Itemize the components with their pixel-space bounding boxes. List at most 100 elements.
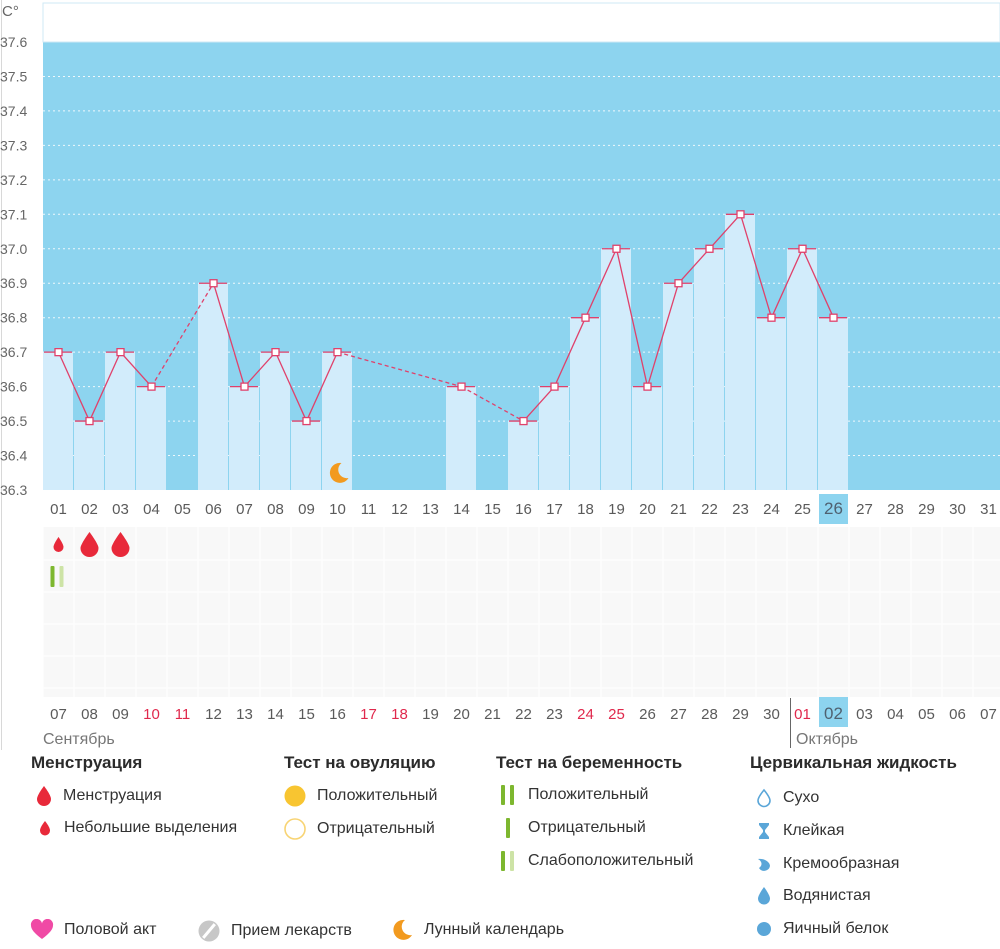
temperature-line-segment	[461, 386, 524, 422]
month-divider	[790, 698, 791, 748]
calendar-date-label: 03	[856, 706, 873, 723]
x-tick-label: 19	[608, 501, 625, 518]
x-tick-label: 10	[329, 501, 346, 518]
calendar-date-label: 22	[515, 706, 532, 723]
temperature-bar	[818, 317, 848, 490]
legend-item-cervical-dry[interactable]: Сухо	[755, 788, 819, 808]
legend-label: Положительный	[528, 786, 649, 803]
legend-label: Прием лекарств	[231, 922, 352, 939]
x-tick-label: 03	[112, 501, 129, 518]
legend-item-cervical-creamy[interactable]: Кремообразная	[755, 854, 899, 874]
drop-large-icon	[80, 532, 99, 557]
temperature-line	[57, 213, 835, 422]
y-tick-label: 37.3	[0, 137, 27, 153]
calendar-date-label: 18	[391, 706, 408, 723]
temperature-bar	[229, 386, 259, 490]
left-edge-line	[1, 0, 2, 750]
x-tick-label: 31	[980, 501, 997, 518]
temperature-line-segment	[709, 213, 741, 250]
temperature-bar	[632, 386, 662, 490]
temperature-bar	[74, 421, 104, 490]
x-tick-label: 14	[453, 501, 470, 518]
temperature-point	[736, 210, 745, 219]
temperature-bar	[663, 283, 693, 490]
temperature-bar	[446, 386, 476, 490]
temperature-line-segment	[584, 248, 618, 318]
legend-title-ovulation-test: Тест на овуляцию	[284, 753, 436, 772]
legend-label: Менструация	[63, 787, 162, 804]
temperature-point	[798, 244, 807, 253]
x-tick-label: 23	[732, 501, 749, 518]
circle-outline-orange-icon	[284, 818, 306, 840]
calendar-dates[interactable]: 07 08 09 10 11 12 13 14 15 16 17 18 19 20 21 22 23 24 25 26…	[50, 697, 997, 727]
temperature-bar	[539, 386, 569, 490]
x-tick-label: 07	[236, 501, 253, 518]
calendar-date-label: 13	[236, 706, 253, 723]
legend-item-cervical-watery[interactable]: Водянистая	[755, 886, 871, 906]
temperature-point	[612, 244, 621, 253]
x-tick-label: 17	[546, 501, 563, 518]
legend-item-medication[interactable]: Прием лекарств	[197, 919, 352, 943]
legend-item-pregnancy-positive[interactable]: Положительный	[498, 784, 648, 806]
legend-label: Положительный	[317, 787, 438, 804]
legend-item-cervical-sticky[interactable]: Клейкая	[755, 821, 844, 841]
temperature-point	[643, 382, 652, 391]
calendar-date-label: 07	[980, 706, 997, 723]
temperature-bar	[43, 352, 73, 490]
legend-item-spotting[interactable]: Небольшие выделения	[38, 819, 237, 837]
temperature-point	[116, 348, 125, 357]
legend-item-intercourse[interactable]: Половой акт	[30, 919, 156, 941]
x-tick-label: 21	[670, 501, 687, 518]
x-tick-label: 24	[763, 501, 780, 518]
y-tick-label: 36.8	[0, 310, 27, 326]
drop-small-icon	[53, 537, 64, 552]
y-tick-label: 37.4	[0, 103, 27, 119]
calendar-date-label: 10	[143, 706, 160, 723]
x-axis[interactable]: 01 02 03 04 05 06 07 08 09 10 11 12 13 14 15 16 17 18 19 20…	[50, 494, 997, 524]
temperature-point	[54, 348, 63, 357]
x-tick-label: 28	[887, 501, 904, 518]
month-label-september: Сентябрь	[43, 731, 115, 748]
moon-orange-icon	[393, 919, 412, 940]
two-bars-weak-green-icon	[501, 851, 514, 871]
temperature-line-segment	[120, 351, 152, 388]
y-tick-label: 36.5	[0, 413, 27, 429]
calendar-date-label: 23	[546, 706, 563, 723]
legend-label: Слабоположительный	[528, 852, 694, 869]
legend-item-ovulation-positive[interactable]: Положительный	[283, 784, 437, 808]
temperature-line-segment	[305, 351, 339, 422]
temperature-point	[333, 348, 342, 357]
heart-pink-icon	[30, 919, 54, 939]
legend-title-menstruation: Менструация	[31, 753, 143, 772]
y-axis: C° 36.3 36.4 36.5 36.6 36.7 36.8 36.9 37.0 37.1 3…	[0, 3, 27, 498]
y-tick-label: 37.1	[0, 206, 27, 222]
calendar-date-label: 05	[918, 706, 935, 723]
temperature-point	[519, 416, 528, 426]
events-grid	[42, 527, 1000, 697]
calendar-date-label: 01	[794, 706, 811, 723]
y-tick-label: 37.6	[0, 34, 27, 50]
x-tick-label: 08	[267, 501, 284, 518]
x-tick-label: 04	[143, 501, 160, 518]
legend-item-cervical-egg-white[interactable]: Яичный белок	[755, 919, 888, 939]
temperature-point	[550, 382, 559, 391]
x-tick-label: 06	[205, 501, 222, 518]
x-tick-label: 30	[949, 501, 966, 518]
legend-item-ovulation-negative[interactable]: Отрицательный	[283, 817, 435, 841]
month-labels: Сентябрь Октябрь	[43, 698, 858, 748]
calendar-date-label: 02	[824, 704, 843, 723]
temperature-point	[271, 348, 280, 357]
x-tick-label: 05	[174, 501, 191, 518]
x-tick-label: 26	[824, 499, 843, 518]
legend-item-pregnancy-weak[interactable]: Слабоположительный	[498, 850, 693, 872]
legend-label: Половой акт	[64, 921, 157, 938]
legend-item-lunar-calendar[interactable]: Лунный календарь	[390, 918, 564, 942]
x-tick-label: 16	[515, 501, 532, 518]
legend-item-pregnancy-negative[interactable]: Отрицательный	[498, 817, 646, 839]
legend-item-menstruation[interactable]: Менструация	[35, 785, 162, 807]
circle-filled-orange-icon	[284, 785, 306, 807]
calendar-date-label: 06	[949, 706, 966, 723]
moon-icon	[329, 462, 349, 483]
y-tick-label: 36.6	[0, 379, 27, 395]
x-tick-label: 15	[484, 501, 501, 518]
